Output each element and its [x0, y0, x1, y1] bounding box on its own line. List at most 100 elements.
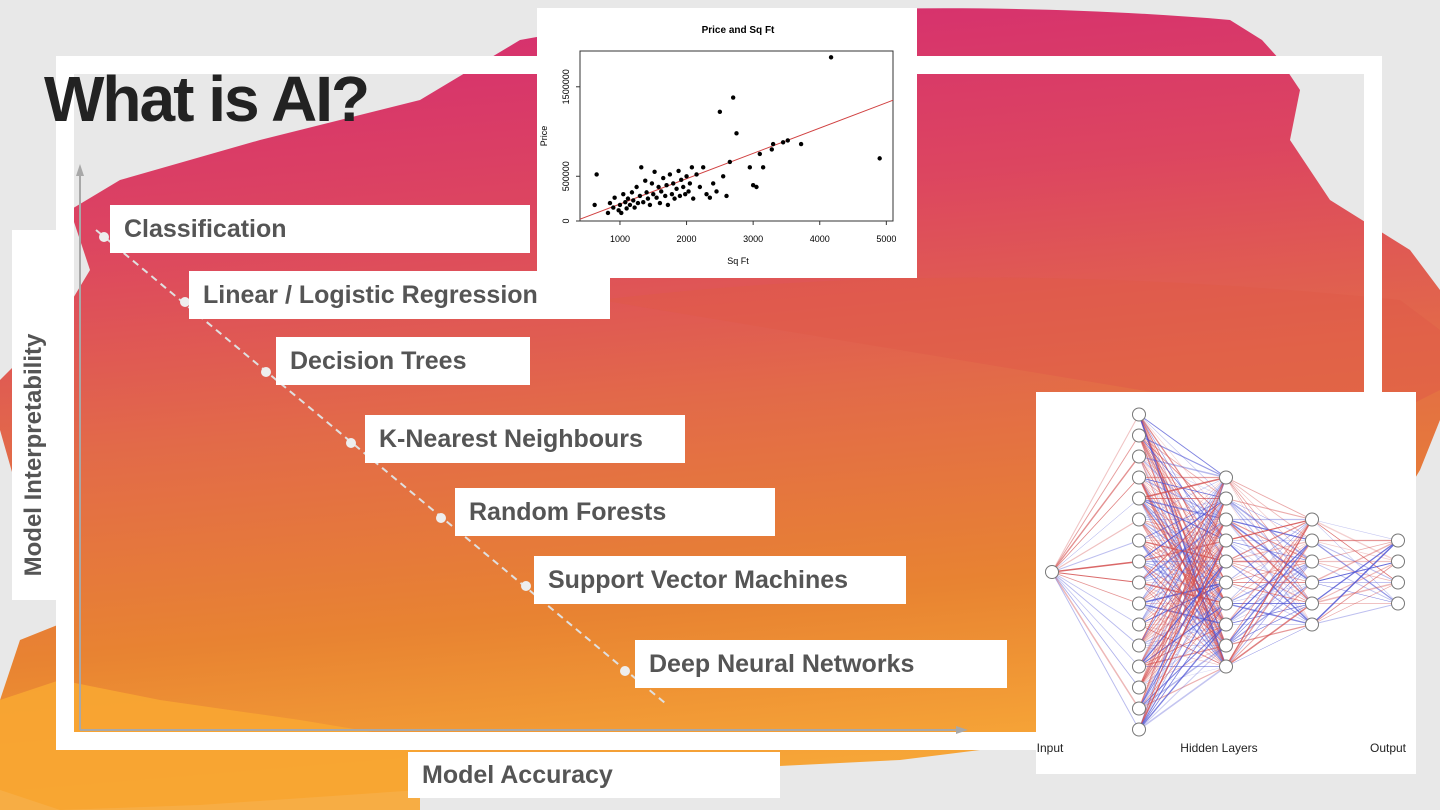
nn-edge [1225, 518, 1313, 542]
nn-edge [1225, 582, 1313, 667]
nn-node [1219, 491, 1233, 506]
scatter-point [785, 138, 790, 143]
nn-edge [1311, 540, 1399, 583]
scatter-point [828, 55, 834, 60]
scatter-point [671, 181, 676, 186]
scatter-point [652, 169, 657, 174]
method-label-k-nearest-neighbours: K-Nearest Neighbours [365, 415, 685, 463]
nn-edge [1051, 456, 1140, 573]
scatter-point [592, 202, 597, 208]
scatter-point [877, 156, 882, 161]
nn-node [1391, 596, 1405, 611]
scatter-point [641, 200, 646, 205]
nn-node [1132, 638, 1146, 653]
nn-edge [1051, 571, 1140, 709]
scatter-point [645, 196, 651, 201]
nn-edge [1225, 477, 1313, 520]
scatter-point [649, 181, 655, 186]
scatter-point [730, 95, 736, 100]
nn-edge [1138, 477, 1227, 688]
nn-edge [1051, 540, 1140, 573]
scatter-point [635, 200, 641, 206]
y-axis-label: Model Interpretability [20, 333, 47, 577]
method-label-deep-neural-networks: Deep Neural Networks [635, 640, 1007, 688]
scatter-point [617, 202, 623, 208]
nn-edge [1138, 561, 1227, 730]
nn-edge [1225, 497, 1313, 521]
scatter-point [707, 195, 713, 200]
x-axis-title: Sq Ft [727, 256, 749, 266]
nn-edge [1225, 519, 1313, 625]
nn-edge [1138, 434, 1227, 479]
nn-node [1132, 491, 1146, 506]
nn-node [1132, 575, 1146, 590]
nn-edge [1138, 498, 1227, 646]
scatter-point [754, 184, 759, 190]
nn-edge [1225, 519, 1313, 562]
nn-input-label: Input [1037, 741, 1064, 755]
nn-edge [1051, 571, 1140, 583]
nn-edge [1051, 414, 1140, 573]
nn-edge [1138, 645, 1227, 730]
scatter-point [629, 190, 635, 195]
scatter-point [631, 198, 636, 203]
nn-node [1132, 722, 1146, 737]
nn-edge [1138, 477, 1227, 625]
nn-edge [1138, 498, 1227, 520]
scatter-point [664, 183, 669, 188]
nn-edge [1138, 477, 1227, 583]
nn-edge [1138, 540, 1227, 709]
nn-edge [1138, 582, 1227, 730]
nn-edge [1138, 477, 1227, 541]
scatter-point [637, 193, 643, 199]
nn-node [1132, 533, 1146, 548]
method-label-decision-trees: Decision Trees [276, 337, 530, 385]
nn-edge [1138, 582, 1227, 709]
scatter-point [686, 189, 691, 194]
y-tick-label: 0 [561, 218, 571, 223]
nn-node [1132, 680, 1146, 695]
nn-edge [1138, 624, 1227, 730]
scatter-point [621, 191, 626, 197]
nn-node [1132, 701, 1146, 716]
nn-node [1219, 617, 1233, 632]
nn-edge [1225, 561, 1313, 583]
scatter-point [672, 196, 677, 201]
scatter-point [757, 151, 763, 157]
method-marker [521, 581, 531, 591]
scatter-point [669, 191, 675, 197]
nn-node [1132, 554, 1146, 569]
scatter-point [654, 195, 659, 200]
scatter-point [689, 165, 695, 170]
scatter-point [679, 177, 684, 183]
nn-edge [1051, 571, 1140, 604]
nn-edge [1225, 519, 1313, 583]
nn-node [1391, 533, 1405, 548]
nn-edge [1225, 602, 1313, 668]
scatter-point [643, 178, 648, 183]
scatter-point [720, 174, 726, 179]
method-marker [346, 438, 356, 448]
method-label-random-forests: Random Forests [455, 488, 775, 536]
scatter-point [612, 195, 617, 200]
x-axis-label: Model Accuracy [408, 752, 780, 798]
nn-edge [1138, 665, 1227, 710]
scatter-point [681, 184, 686, 190]
scatter-point [632, 205, 637, 210]
nn-edge [1138, 477, 1227, 562]
scatter-point [663, 193, 668, 199]
scatter-point [727, 159, 733, 165]
scatter-point [623, 200, 628, 205]
nn-edge [1311, 540, 1399, 562]
nn-node [1305, 533, 1319, 548]
scatter-point [687, 181, 693, 186]
nn-edge [1051, 571, 1140, 667]
scatter-point [704, 191, 709, 197]
scatter-point [625, 196, 631, 201]
method-marker [436, 513, 446, 523]
nn-node [1219, 512, 1233, 527]
x-tick-label: 2000 [677, 234, 697, 244]
plot-box [579, 50, 894, 222]
nn-node [1219, 554, 1233, 569]
nn-edge [1051, 571, 1140, 730]
